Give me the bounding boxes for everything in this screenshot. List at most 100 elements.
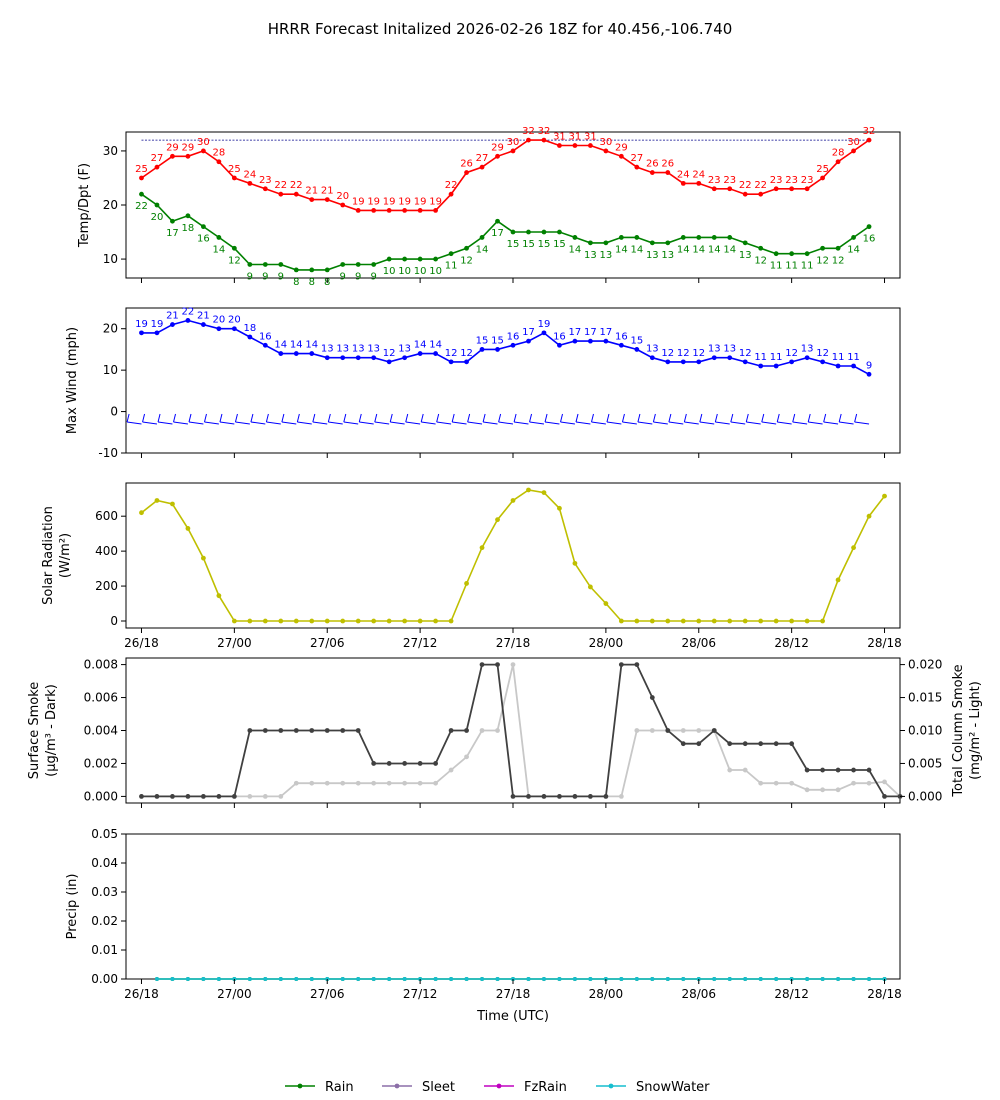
max-wind-point xyxy=(340,355,346,361)
precip-panel-x-tick-label: 27/12 xyxy=(403,987,438,1001)
max-wind-data-label: 12 xyxy=(460,348,473,359)
solar-panel-ylabel: Solar Radiation (W/m²) xyxy=(41,506,73,605)
surface-smoke-point xyxy=(495,662,500,667)
temperature-point xyxy=(665,170,671,175)
surface-smoke-point xyxy=(541,794,547,799)
snowwater-point xyxy=(309,977,314,981)
dewpoint-data-label: 13 xyxy=(739,250,752,261)
max-wind-data-label: 11 xyxy=(770,352,783,363)
temperature-point xyxy=(557,143,562,148)
max-wind-point xyxy=(572,338,578,344)
dewpoint-data-label: 14 xyxy=(847,244,860,255)
temperature-data-label: 23 xyxy=(801,175,814,186)
max-wind-point xyxy=(371,355,377,361)
max-wind-point xyxy=(835,363,841,369)
solar-radiation-point xyxy=(572,560,578,566)
surface-smoke-point xyxy=(680,741,686,747)
temperature-data-label: 31 xyxy=(553,132,566,143)
dewpoint-point xyxy=(866,224,872,230)
max-wind-data-label: 12 xyxy=(739,348,752,359)
wind-barb-flag xyxy=(126,413,130,423)
total-column-smoke-point xyxy=(278,794,284,799)
total-column-smoke-point xyxy=(742,767,748,773)
temperature-point xyxy=(820,175,825,181)
legend-swatch-marker xyxy=(496,1083,502,1089)
legend-swatch-marker xyxy=(394,1083,400,1089)
temperature-data-label: 19 xyxy=(383,196,396,207)
temperature-data-label: 25 xyxy=(135,164,148,175)
wind-barb xyxy=(622,421,637,425)
max-wind-data-label: 13 xyxy=(321,344,334,355)
dewpoint-point xyxy=(696,235,702,240)
wind-barb-flag xyxy=(838,413,842,423)
temperature-point xyxy=(185,153,191,159)
dewpoint-point xyxy=(510,229,516,235)
max-wind-point xyxy=(170,322,175,327)
max-wind-data-label: 18 xyxy=(243,323,256,334)
wind-barb xyxy=(250,421,266,425)
temperature-point xyxy=(402,208,408,213)
wind-barb-flag xyxy=(173,413,177,423)
max-wind-point xyxy=(355,355,361,361)
figure-title: HRRR Forecast Initalized 2026-02-26 18Z … xyxy=(268,20,733,38)
dewpoint-data-label: 12 xyxy=(754,255,767,266)
dewpoint-point xyxy=(386,256,392,262)
total-column-smoke-point xyxy=(618,794,624,799)
max-wind-data-label: 19 xyxy=(538,319,551,330)
smoke-panel-y-tick-label: 0.008 xyxy=(84,658,118,672)
wind-barb-flag xyxy=(296,413,300,423)
smoke-panel-ylabel-left: Surface Smoke (μg/m³ - Dark) xyxy=(27,682,59,780)
wind-barb xyxy=(359,421,374,425)
surface-smoke-point xyxy=(649,695,655,700)
temperature-data-label: 20 xyxy=(336,191,349,202)
temperature-data-label: 22 xyxy=(274,180,287,191)
temperature-data-label: 24 xyxy=(677,169,690,180)
solar-radiation-point xyxy=(618,618,624,624)
max-wind-point xyxy=(588,338,593,344)
wind-barb xyxy=(142,421,158,425)
surface-smoke-point xyxy=(866,767,872,773)
wind-barb xyxy=(808,421,823,425)
dewpoint-data-label: 10 xyxy=(383,266,396,277)
total-column-smoke-point xyxy=(386,780,392,786)
surface-smoke-point xyxy=(773,741,779,747)
max-wind-point xyxy=(711,355,717,361)
dewpoint-data-label: 13 xyxy=(600,250,613,261)
wind-barb-flag xyxy=(358,413,362,423)
wind-barb xyxy=(498,421,514,425)
precip-panel-x-tick-label: 28/12 xyxy=(774,987,809,1001)
dewpoint-point xyxy=(541,229,547,235)
wind-barb-flag xyxy=(203,413,207,423)
max-wind-data-label: 14 xyxy=(305,340,318,351)
wind-barb-flag xyxy=(157,413,161,423)
max-wind-point xyxy=(309,351,315,356)
total-column-smoke-point xyxy=(293,780,299,786)
solar-panel-x-tick-label: 28/12 xyxy=(774,636,809,650)
temperature-point xyxy=(835,159,841,165)
wind-barb xyxy=(529,421,545,425)
max-wind-point xyxy=(448,359,454,365)
snowwater-point xyxy=(851,977,856,981)
total-column-smoke-point xyxy=(851,780,856,786)
snowwater-point xyxy=(294,977,299,981)
temperature-point xyxy=(572,143,578,148)
temperature-data-label: 29 xyxy=(182,142,195,153)
max-wind-data-label: 12 xyxy=(677,348,690,359)
dewpoint-point xyxy=(355,262,361,267)
wind-barb xyxy=(281,421,297,425)
solar-radiation-point xyxy=(758,618,764,624)
surface-smoke-point xyxy=(340,728,346,733)
solar-radiation-point xyxy=(804,618,810,624)
temperature-data-label: 30 xyxy=(197,137,210,148)
temperature-data-label: 30 xyxy=(507,137,520,148)
wind-barb-flag xyxy=(513,413,517,423)
dewpoint-data-label: 16 xyxy=(197,234,210,245)
max-wind-data-label: 12 xyxy=(785,348,798,359)
temperature-data-label: 29 xyxy=(491,142,504,153)
smoke-panel-right-y-tick-label: 0.020 xyxy=(908,658,942,672)
surface-smoke-point xyxy=(572,794,578,799)
wind-barb-flag xyxy=(312,413,316,423)
smoke-panel-right-y-tick-label: 0.015 xyxy=(908,691,942,705)
snowwater-point xyxy=(154,977,159,981)
